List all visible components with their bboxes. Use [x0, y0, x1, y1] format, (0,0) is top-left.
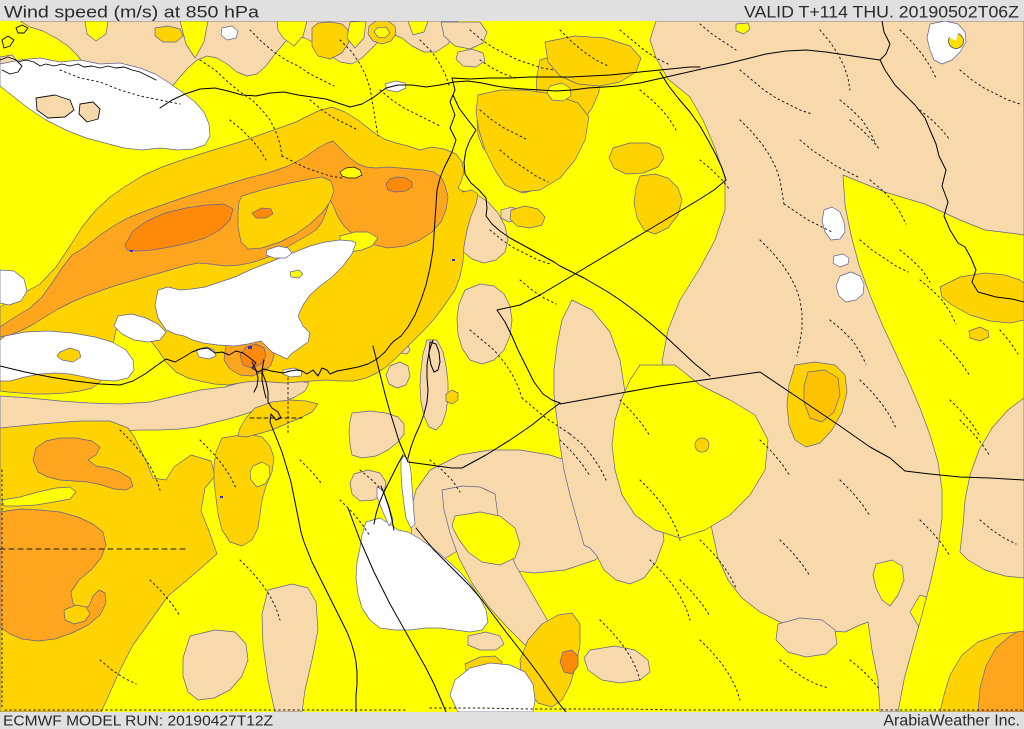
svg-text:ECMWF MODEL RUN: 20190427T12Z: ECMWF MODEL RUN: 20190427T12Z [3, 713, 273, 729]
svg-text:Wind speed (m/s) at 850 hPa: Wind speed (m/s) at 850 hPa [4, 3, 260, 22]
svg-text:ArabiaWeather Inc.: ArabiaWeather Inc. [883, 713, 1020, 729]
svg-text:VALID T+114 THU. 20190502T06Z: VALID T+114 THU. 20190502T06Z [744, 3, 1019, 22]
